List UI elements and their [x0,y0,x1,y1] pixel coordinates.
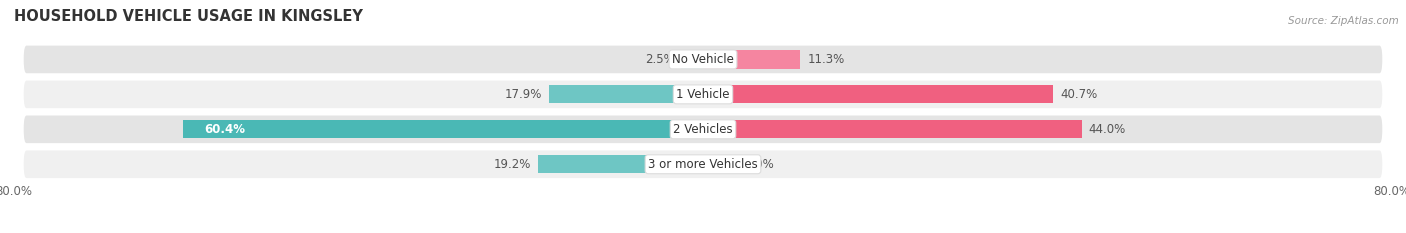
Text: 40.7%: 40.7% [1060,88,1098,101]
Text: 2.5%: 2.5% [645,53,675,66]
FancyBboxPatch shape [22,79,1384,109]
Text: 60.4%: 60.4% [204,123,246,136]
Bar [703,50,800,69]
Text: 2 Vehicles: 2 Vehicles [673,123,733,136]
FancyBboxPatch shape [22,114,1384,144]
Bar [537,155,703,173]
Text: No Vehicle: No Vehicle [672,53,734,66]
FancyBboxPatch shape [22,149,1384,179]
Text: HOUSEHOLD VEHICLE USAGE IN KINGSLEY: HOUSEHOLD VEHICLE USAGE IN KINGSLEY [14,9,363,24]
Text: 3 or more Vehicles: 3 or more Vehicles [648,158,758,171]
Text: 44.0%: 44.0% [1088,123,1126,136]
Text: 1 Vehicle: 1 Vehicle [676,88,730,101]
Text: 11.3%: 11.3% [807,53,845,66]
Bar [703,120,1083,138]
Bar [703,85,1053,103]
Bar [548,85,703,103]
Bar [183,120,703,138]
Bar [682,50,703,69]
Text: 17.9%: 17.9% [505,88,541,101]
Bar [703,155,738,173]
FancyBboxPatch shape [22,45,1384,74]
Text: Source: ZipAtlas.com: Source: ZipAtlas.com [1288,16,1399,26]
Text: 19.2%: 19.2% [494,158,531,171]
Text: 4.0%: 4.0% [744,158,775,171]
